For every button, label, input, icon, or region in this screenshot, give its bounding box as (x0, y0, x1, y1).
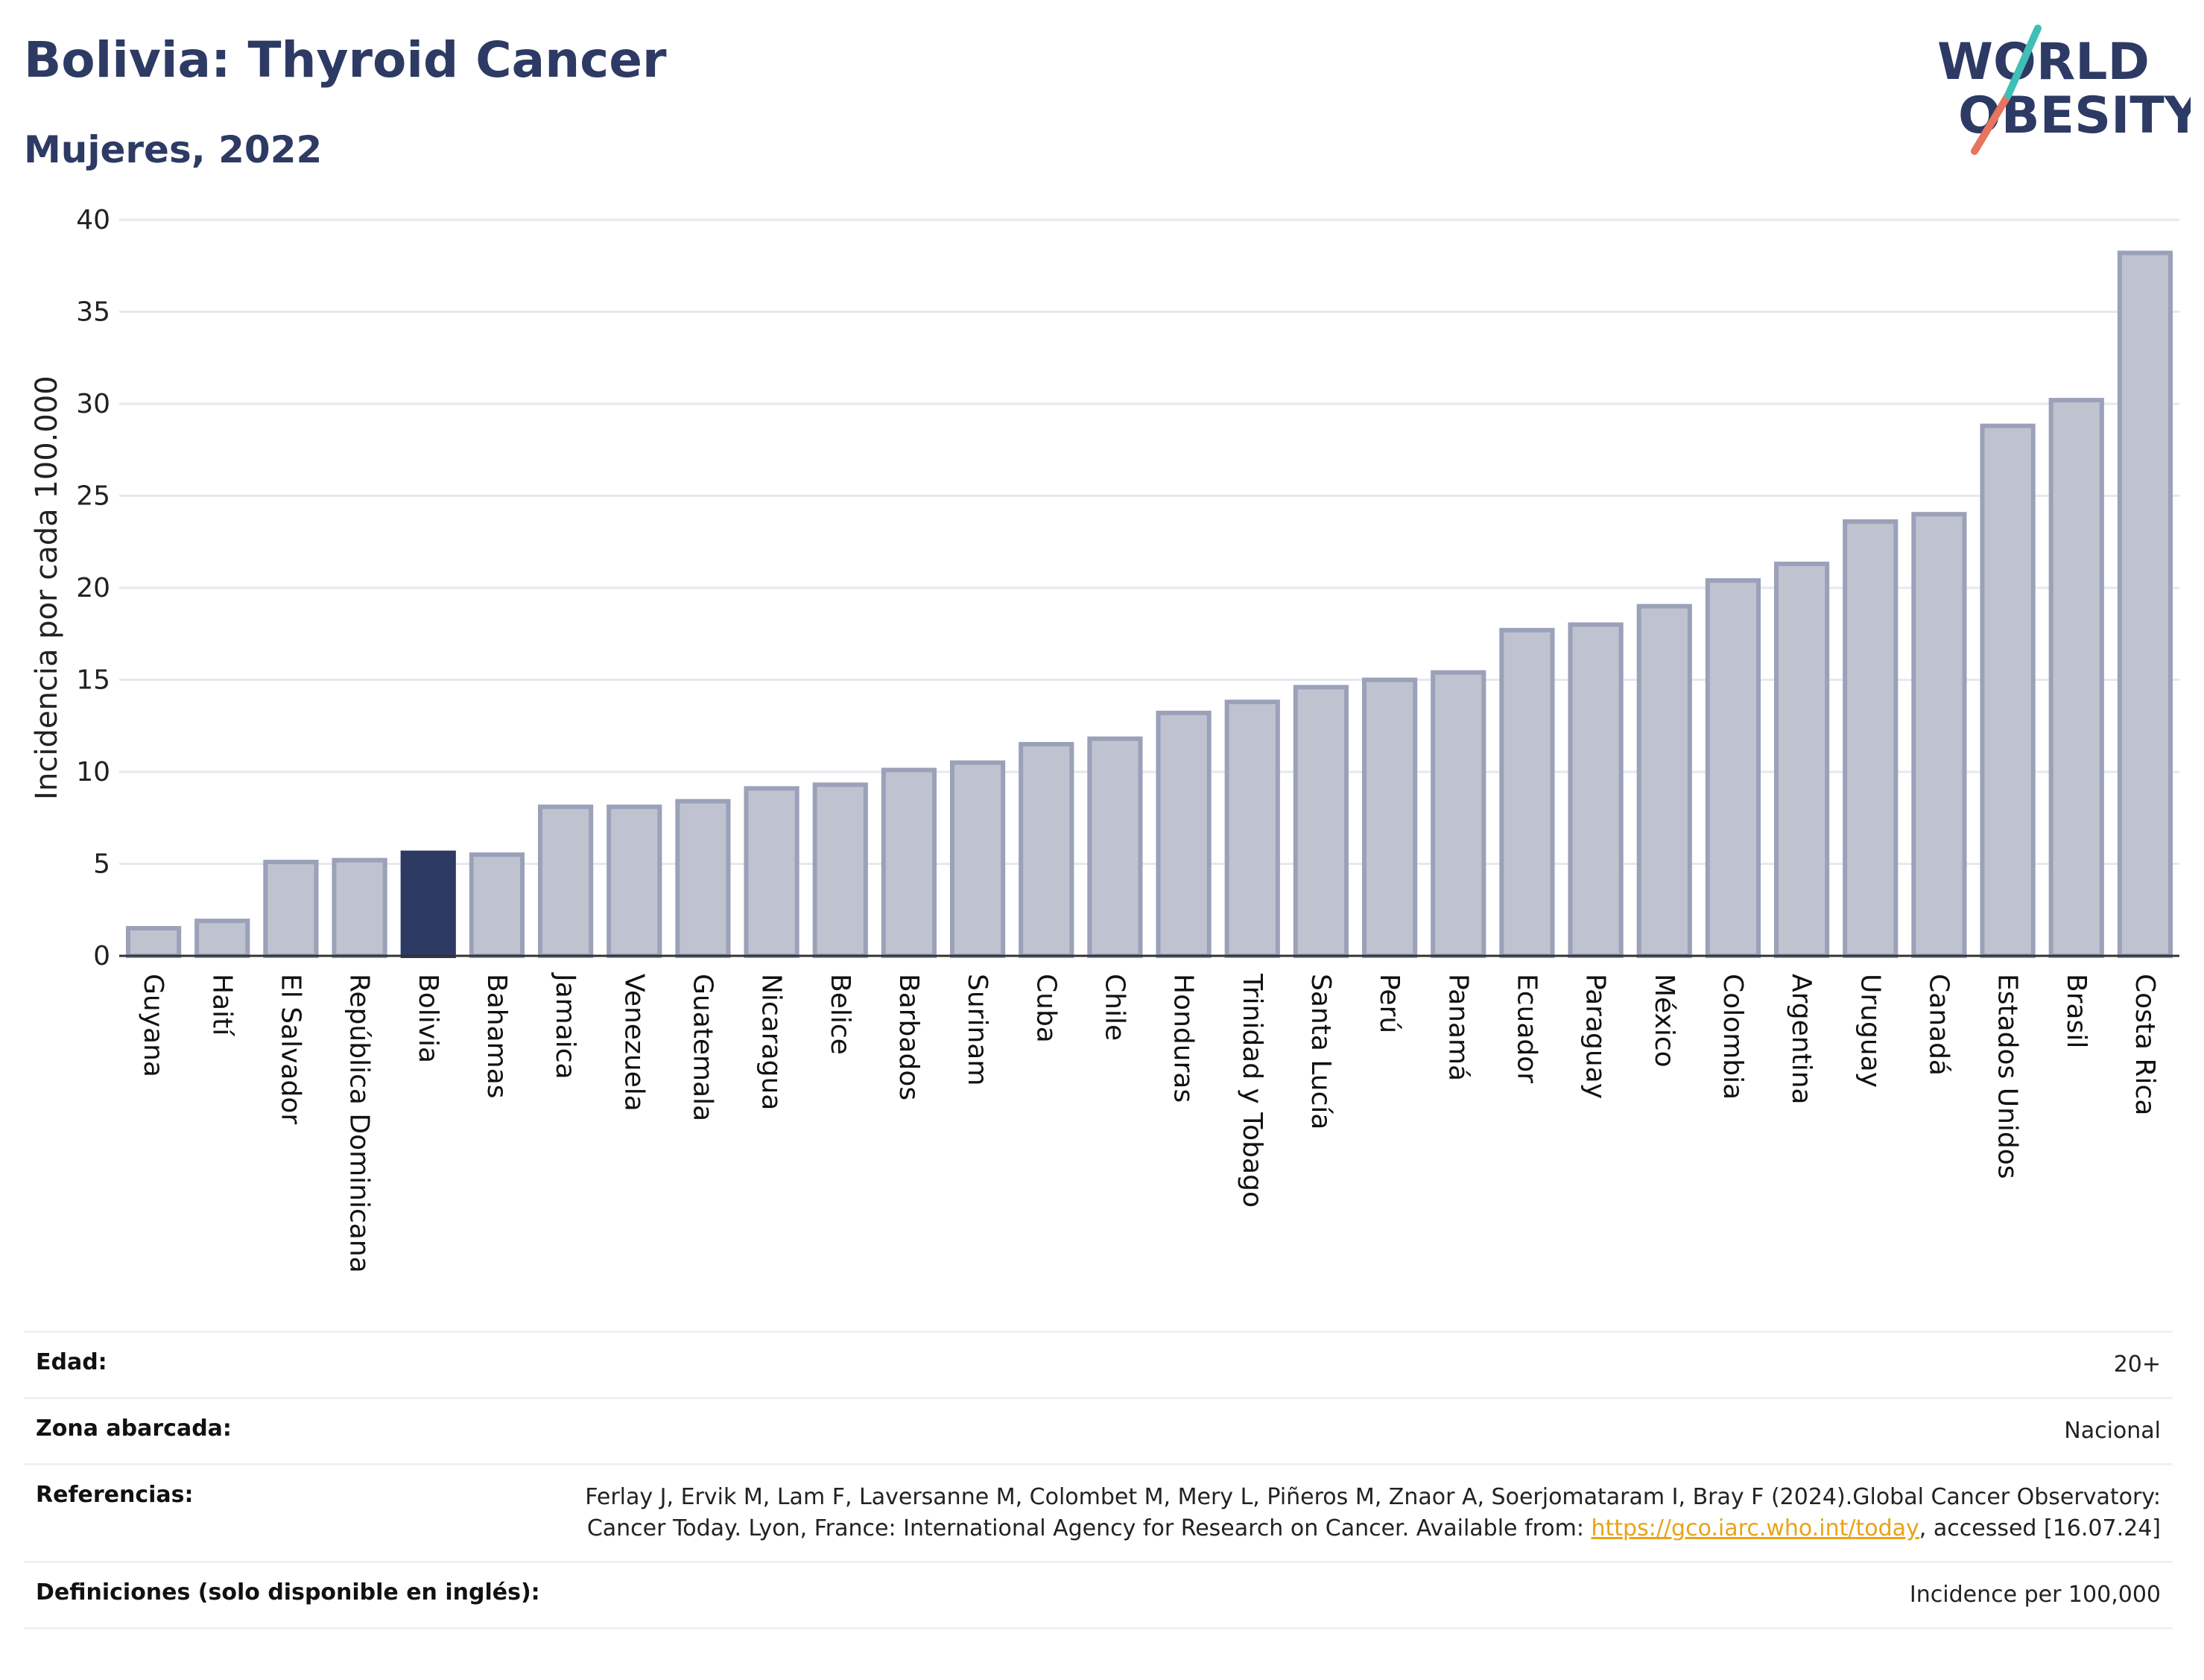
x-tick-label: Colombia (1717, 974, 1748, 1100)
x-tick-label: Ecuador (1511, 974, 1542, 1083)
meta-row-definitions: Definiciones (solo disponible en inglés)… (24, 1561, 2173, 1629)
bar (1636, 603, 1692, 958)
meta-def-value: Incidence per 100,000 (1909, 1582, 2161, 1608)
bar (2048, 398, 2104, 958)
y-tick-label: 25 (76, 481, 110, 512)
bar (1361, 677, 1418, 958)
bar (1019, 741, 1074, 958)
bar (194, 919, 250, 958)
logo-slash-teal (2004, 25, 2042, 99)
x-tick-label: Perú (1374, 974, 1405, 1033)
meta-age-label: Edad: (36, 1349, 107, 1375)
x-tick-label: Nicaragua (756, 974, 787, 1110)
bar (469, 852, 525, 959)
meta-area-value: Nacional (2064, 1418, 2161, 1444)
x-tick-label: Jamaica (550, 972, 580, 1080)
meta-row-age: Edad: 20+ (24, 1331, 2173, 1397)
y-tick-label: 10 (76, 757, 110, 787)
bar (1705, 578, 1761, 958)
bar (744, 786, 799, 958)
x-tick-label: Santa Lucía (1305, 974, 1336, 1129)
y-tick-label: 5 (93, 849, 110, 880)
bar (537, 804, 594, 959)
bar (1431, 670, 1486, 958)
meta-ref-text-1: Ferlay J, Ervik M, Lam F, Laversanne M, … (585, 1484, 2161, 1541)
x-tick-label: Guatemala (687, 974, 718, 1121)
x-tick-label: Guyana (138, 974, 168, 1077)
y-tick-label: 35 (76, 297, 110, 328)
x-tick-label: Belice (825, 974, 855, 1055)
meta-age-value: 20+ (2113, 1351, 2161, 1378)
x-tick-label: Canadá (1923, 974, 1954, 1076)
x-tick-label: Costa Rica (2129, 974, 2160, 1115)
x-tick-label: Chile (1099, 974, 1130, 1041)
chart-subtitle: Mujeres, 2022 (24, 128, 323, 171)
x-tick-label: Cuba (1030, 974, 1061, 1043)
x-tick-label: Paraguay (1580, 974, 1611, 1099)
meta-ref-value: Ferlay J, Ervik M, Lam F, Laversanne M, … (536, 1482, 2161, 1544)
x-tick-label: Surinam (962, 974, 992, 1085)
x-tick-label: Honduras (1168, 974, 1199, 1103)
bar (1293, 685, 1349, 958)
x-tick-label: Brasil (2061, 974, 2091, 1048)
x-tick-label: El Salvador (275, 974, 305, 1124)
meta-ref-label: Referencias: (36, 1482, 194, 1508)
bar (1499, 627, 1555, 958)
bar (1843, 519, 1899, 958)
bar (400, 850, 456, 959)
x-tick-label: Trinidad y Tobago (1237, 973, 1267, 1208)
metadata-table: Edad: 20+ Zona abarcada: Nacional Refere… (24, 1331, 2173, 1629)
logo-slash-red (1971, 92, 2012, 155)
meta-row-area: Zona abarcada: Nacional (24, 1397, 2173, 1463)
x-tick-label: Uruguay (1855, 974, 1885, 1088)
x-tick-label: Bolivia (413, 974, 443, 1063)
x-tick-label: Venezuela (618, 974, 649, 1112)
y-tick-label: 20 (76, 573, 110, 603)
x-tick-label: Argentina (1786, 974, 1817, 1105)
x-tick-label: República Dominicana (344, 974, 375, 1273)
x-tick-label: Haití (206, 974, 237, 1036)
x-tick-label: Panamá (1443, 974, 1473, 1081)
chart-title: Bolivia: Thyroid Cancer (24, 31, 667, 89)
x-tick-label: Bahamas (481, 974, 512, 1099)
bar (2117, 250, 2173, 958)
y-tick-label: 30 (76, 389, 110, 419)
meta-ref-text-2: , accessed [16.07.24] (1919, 1515, 2161, 1541)
bar (1156, 710, 1212, 959)
bar (881, 767, 937, 959)
svg-text:WORLD: WORLD (1937, 33, 2150, 92)
meta-row-references: Referencias: Ferlay J, Ervik M, Lam F, L… (24, 1463, 2173, 1561)
bar (1568, 622, 1624, 959)
bar (332, 858, 387, 959)
x-tick-label: México (1649, 974, 1679, 1068)
bar (263, 860, 319, 959)
meta-def-label: Definiciones (solo disponible en inglés)… (36, 1579, 540, 1605)
bar (1224, 700, 1280, 958)
y-tick-label: 0 (93, 941, 110, 971)
bar (675, 799, 731, 959)
x-tick-label: Estados Unidos (1992, 974, 2023, 1179)
bar (949, 760, 1006, 959)
bar-chart: 0 5 10 15 20 25 30 35 40 Incidencia por cada 100.… (30, 205, 2179, 1273)
world-obesity-logo: WORLD OBESITY (1937, 25, 2191, 155)
x-tick-label: Barbados (893, 974, 924, 1100)
meta-area-label: Zona abarcada: (36, 1416, 232, 1442)
meta-ref-link[interactable]: https://gco.iarc.who.int/today (1591, 1515, 1919, 1541)
y-tick-label: 15 (76, 665, 110, 696)
bar (125, 925, 182, 958)
bar (1773, 561, 1830, 958)
y-tick-label: 40 (76, 205, 110, 235)
bar (1980, 423, 2036, 958)
bar (812, 782, 868, 959)
bar (607, 804, 662, 959)
bar (1911, 512, 1967, 958)
bar (1087, 736, 1143, 958)
y-axis-label: Incidencia por cada 100.000 (30, 375, 64, 800)
